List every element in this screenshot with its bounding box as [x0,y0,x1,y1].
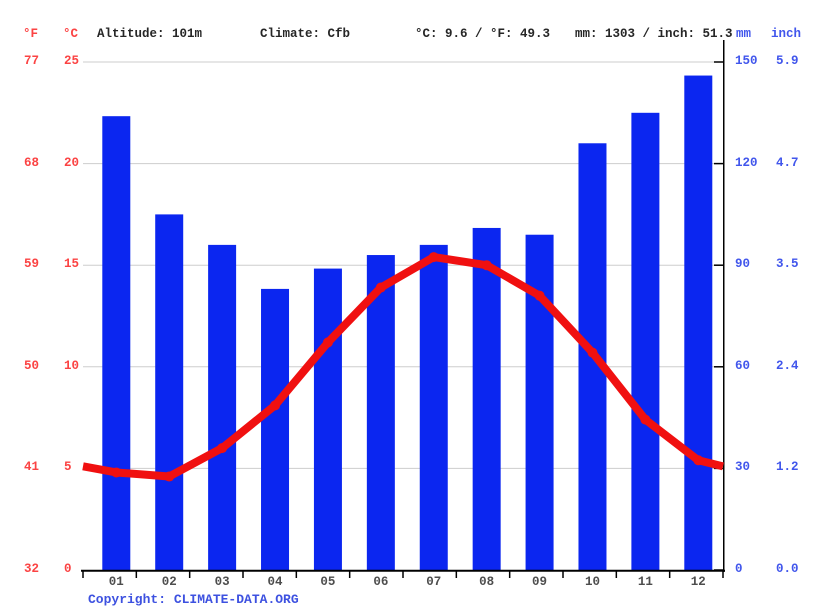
precipitation-summary: mm: 1303 / inch: 51.3 [575,27,733,41]
climate-data-org-link[interactable]: CLIMATE-DATA.ORG [173,592,299,607]
inch-tick-1.2: 1.2 [776,460,799,475]
month-label-05: 05 [320,575,336,589]
bar-12 [684,75,713,571]
copyright-line: Copyright: CLIMATE-DATA.ORG [88,592,299,607]
bar-04 [261,288,290,570]
temperature-marker-05 [322,337,333,348]
month-label-02: 02 [161,575,177,589]
unit-celsius-label: °C [63,27,79,41]
fahrenheit-tick-41: 41 [24,460,40,475]
temperature-marker-10 [587,347,598,358]
month-label-06: 06 [373,575,389,589]
inch-tick-5.9: 5.9 [776,54,799,68]
temperature-marker-06 [375,282,386,293]
month-label-07: 07 [426,575,442,589]
mm-tick-120: 120 [735,155,758,170]
copyright-label: Copyright: [88,592,174,607]
mm-tick-60: 60 [735,358,751,373]
celsius-tick-0: 0 [64,562,72,576]
unit-fahrenheit-label: °F [23,27,39,41]
inch-tick-4.7: 4.7 [776,155,799,170]
unit-inch-label: inch [771,27,802,41]
month-label-03: 03 [214,575,230,589]
bar-06 [366,255,395,571]
bar-08 [472,227,501,571]
celsius-tick-5: 5 [64,460,72,475]
month-label-11: 11 [637,575,653,589]
bar-03 [208,244,237,570]
temperature-marker-02 [164,471,175,482]
month-label-10: 10 [584,575,600,589]
month-label-04: 04 [267,575,283,589]
altitude-label: Altitude: 101m [97,27,203,41]
celsius-tick-25: 25 [64,54,80,68]
mm-tick-0: 0 [735,562,743,576]
fahrenheit-tick-68: 68 [24,155,40,170]
mm-tick-150: 150 [735,54,758,68]
month-label-08: 08 [479,575,495,589]
month-label-01: 01 [108,575,124,589]
inch-tick-2.4: 2.4 [776,358,799,373]
unit-mm-label: mm [736,27,752,41]
fahrenheit-tick-59: 59 [24,257,40,272]
temperature-marker-04 [270,400,281,411]
temperature-marker-07 [428,252,439,263]
temperature-marker-12 [693,455,704,466]
mm-tick-90: 90 [735,257,751,272]
bar-02 [155,214,184,570]
climate-classification: Climate: Cfb [260,27,351,41]
mean-temperature-summary: °C: 9.6 / °F: 49.3 [415,27,551,41]
month-label-12: 12 [690,575,706,589]
month-label-09: 09 [532,575,548,589]
mm-tick-30: 30 [735,460,751,475]
fahrenheit-tick-32: 32 [24,562,40,576]
temperature-marker-03 [217,443,228,454]
bar-09 [525,234,554,570]
fahrenheit-tick-77: 77 [24,54,40,68]
bar-05 [313,268,342,570]
celsius-tick-20: 20 [64,155,80,170]
fahrenheit-tick-50: 50 [24,358,40,373]
inch-tick-3.5: 3.5 [776,257,799,272]
bar-01 [102,116,131,570]
bar-07 [419,244,448,570]
temperature-marker-08 [481,260,492,271]
temperature-line [82,253,724,481]
temperature-marker-01 [111,467,122,478]
temperature-marker-09 [534,290,545,301]
temperature-marker-11 [640,414,651,425]
bar-11 [631,112,660,571]
inch-tick-0.0: 0.0 [776,562,799,576]
celsius-tick-15: 15 [64,257,80,272]
celsius-tick-10: 10 [64,358,80,373]
